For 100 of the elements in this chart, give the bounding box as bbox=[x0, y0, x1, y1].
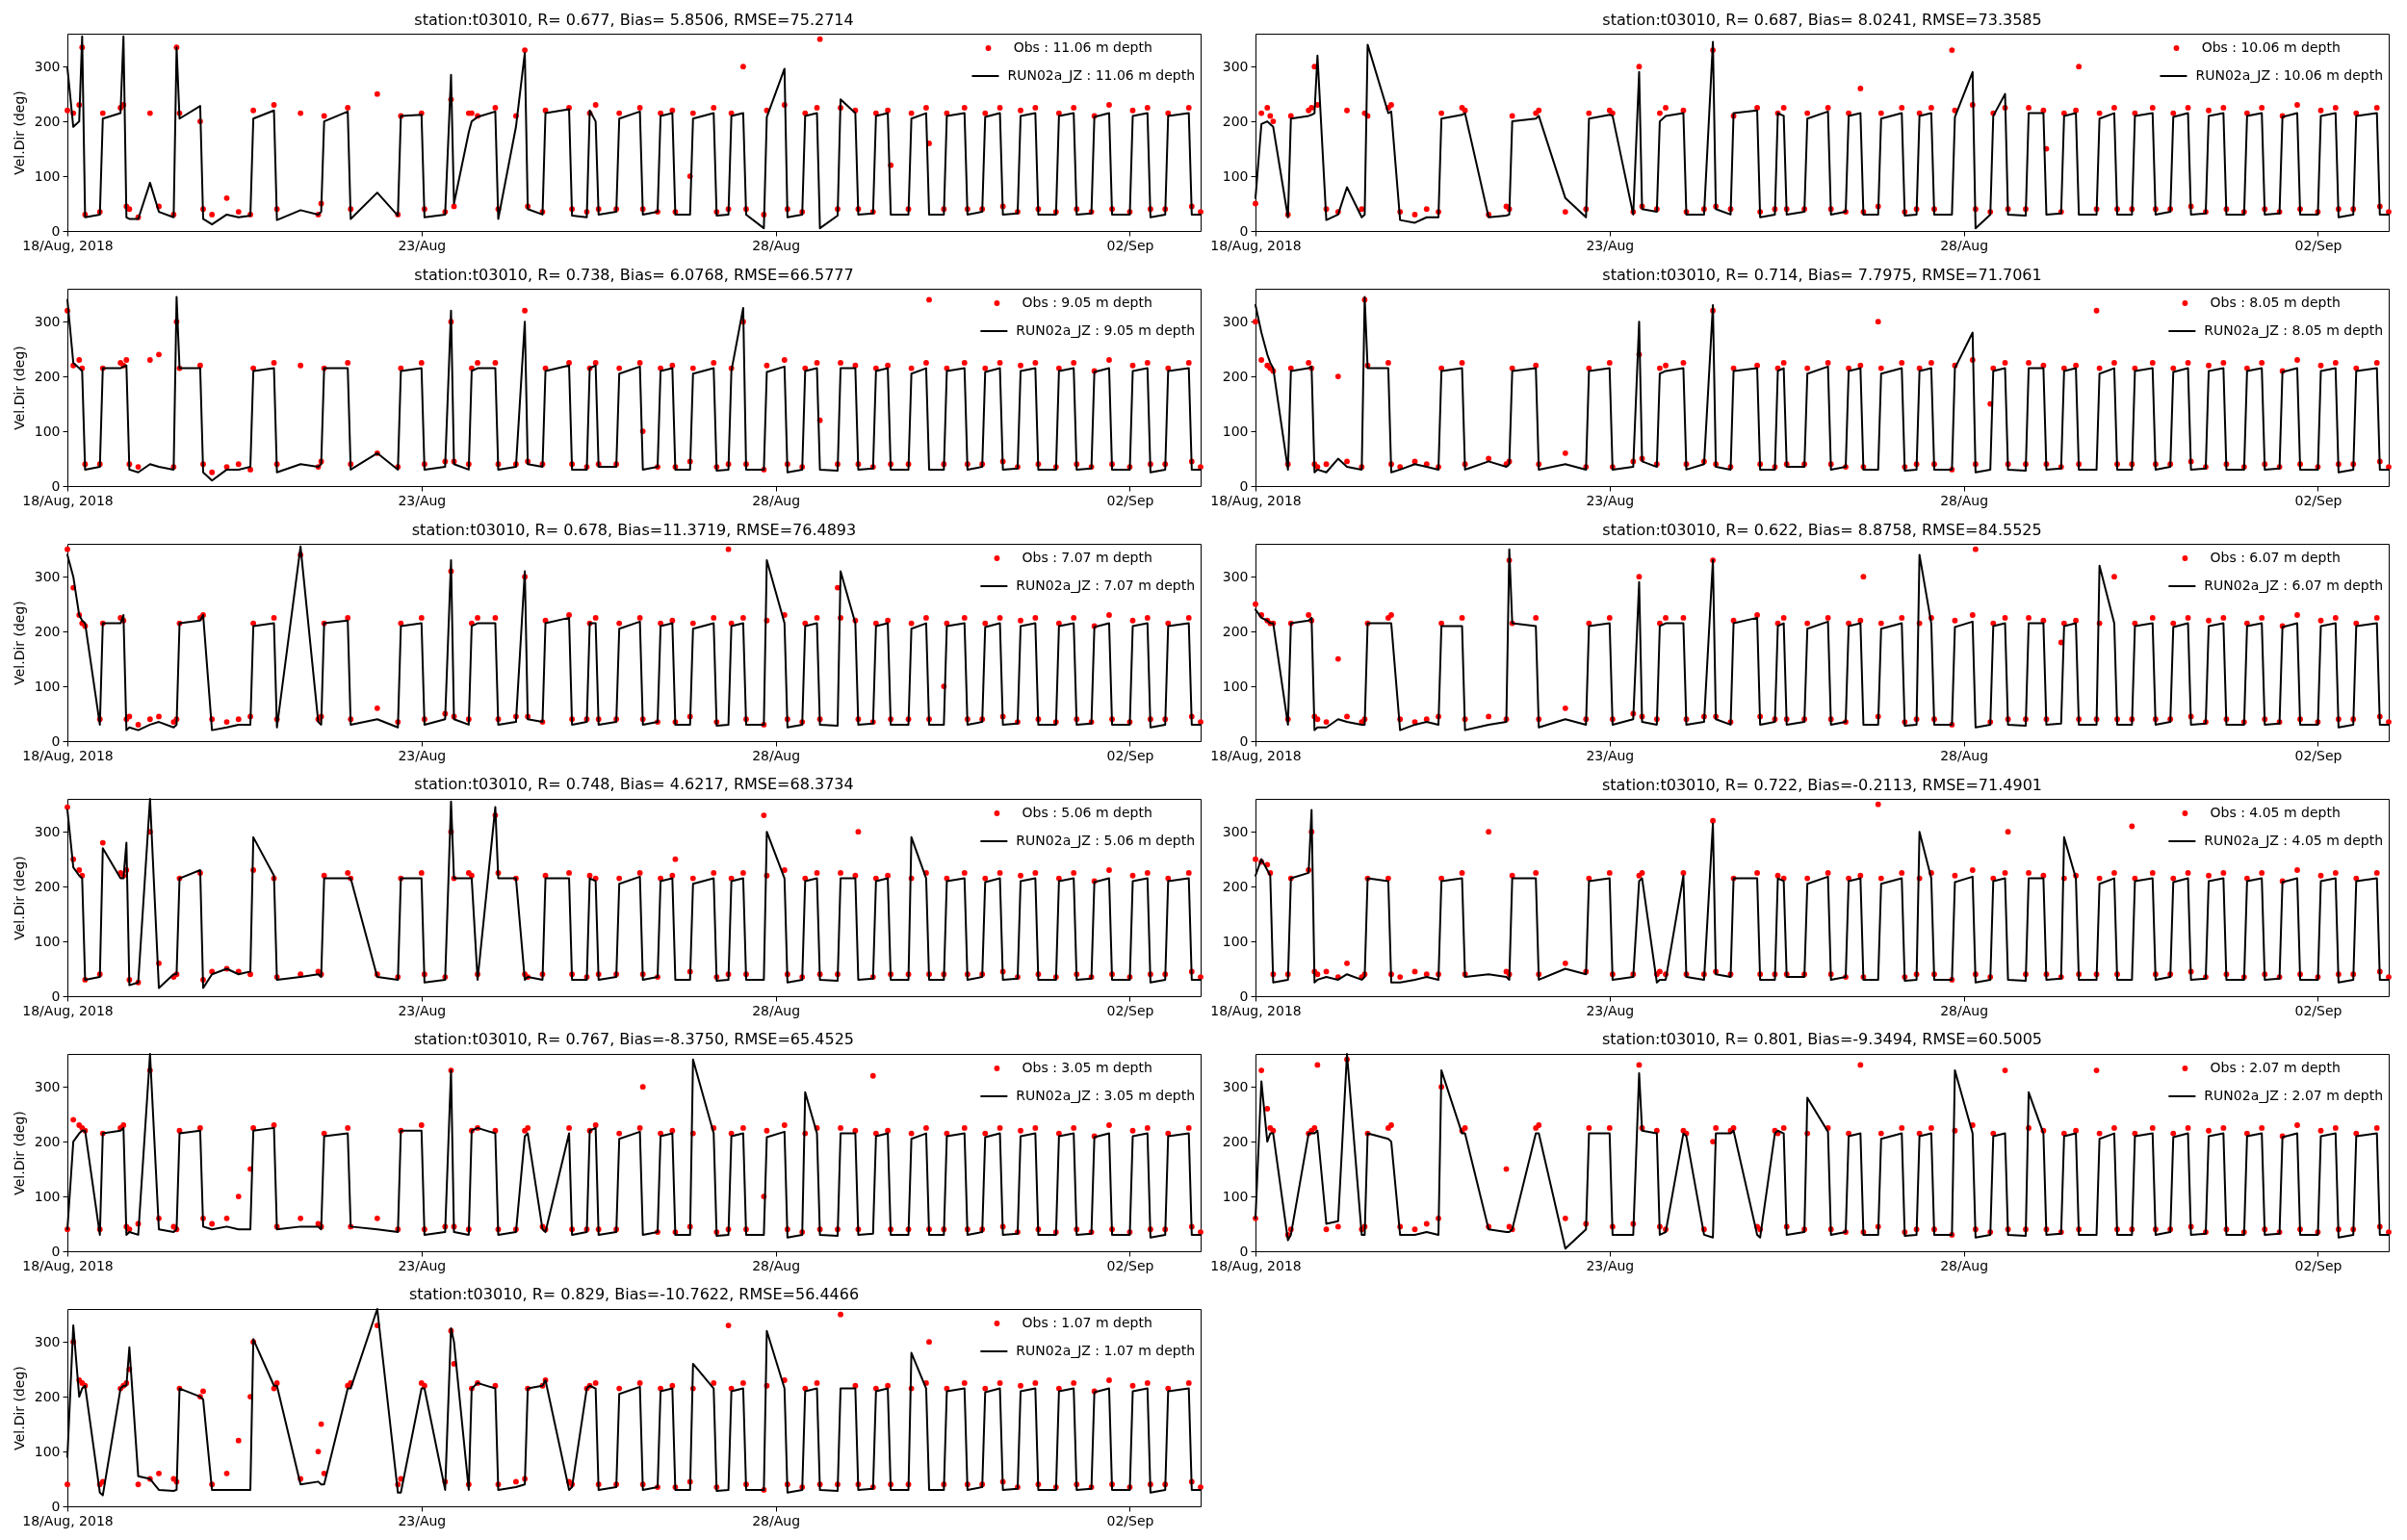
chart-title: station:t03010, R= 0.748, Bias= 4.6217, RMSE=68.3734 bbox=[414, 775, 854, 793]
y-tick-label: 300 bbox=[1222, 58, 1249, 74]
y-tick-label: 0 bbox=[1239, 1243, 1249, 1259]
legend-label: RUN02a_JZ : 3.05 m depth bbox=[1016, 1088, 1195, 1103]
y-tick-label: 100 bbox=[34, 678, 61, 694]
x-tick-label: 18/Aug, 2018 bbox=[22, 1257, 114, 1273]
legend-label: RUN02a_JZ : 7.07 m depth bbox=[1016, 578, 1195, 593]
legend-label: Obs : 8.05 m depth bbox=[2210, 295, 2341, 310]
x-tick-label: 02/Sep bbox=[1106, 747, 1154, 763]
y-tick-label: 300 bbox=[1222, 568, 1249, 584]
y-tick-label: 100 bbox=[1222, 678, 1249, 694]
x-tick-label: 23/Aug bbox=[1586, 1002, 1635, 1018]
y-tick-label: 100 bbox=[34, 1443, 61, 1459]
chart-title: station:t03010, R= 0.677, Bias= 5.8506, RMSE=75.2714 bbox=[414, 11, 854, 29]
y-tick-label: 0 bbox=[1239, 988, 1249, 1004]
y-tick-label: 0 bbox=[51, 732, 61, 749]
y-tick-label: 200 bbox=[1222, 368, 1249, 384]
y-axis-title: Vel.Dir (deg) bbox=[11, 601, 27, 685]
y-tick-label: 300 bbox=[34, 823, 61, 839]
legend-label: Obs : 6.07 m depth bbox=[2210, 550, 2341, 565]
y-tick-label: 300 bbox=[34, 58, 61, 74]
legend-label: RUN02a_JZ : 5.06 m depth bbox=[1016, 833, 1195, 848]
legend-label: RUN02a_JZ : 8.05 m depth bbox=[2204, 322, 2383, 338]
y-tick-label: 200 bbox=[1222, 1133, 1249, 1149]
x-tick-label: 28/Aug bbox=[752, 747, 801, 763]
y-tick-label: 200 bbox=[1222, 113, 1249, 129]
x-tick-label: 18/Aug, 2018 bbox=[22, 237, 114, 253]
y-tick-label: 200 bbox=[34, 623, 61, 639]
chart-title: station:t03010, R= 0.801, Bias=-9.3494, RMSE=60.5005 bbox=[1601, 1030, 2043, 1048]
x-tick-label: 18/Aug, 2018 bbox=[1210, 1002, 1302, 1018]
x-tick-label: 02/Sep bbox=[1106, 1512, 1154, 1528]
y-tick-label: 200 bbox=[34, 878, 61, 894]
x-tick-label: 23/Aug bbox=[398, 747, 447, 763]
chart-title: station:t03010, R= 0.622, Bias= 8.8758, RMSE=84.5525 bbox=[1602, 521, 2042, 539]
x-tick-label: 02/Sep bbox=[1106, 237, 1154, 253]
x-tick-label: 02/Sep bbox=[2294, 237, 2342, 253]
x-tick-label: 18/Aug, 2018 bbox=[22, 747, 114, 763]
x-tick-label: 28/Aug bbox=[1940, 1257, 1989, 1273]
y-tick-label: 300 bbox=[34, 568, 61, 584]
y-tick-label: 100 bbox=[1222, 1188, 1249, 1204]
chart-title: station:t03010, R= 0.722, Bias=-0.2113, RMSE=71.4901 bbox=[1601, 776, 2043, 794]
legend-label: Obs : 3.05 m depth bbox=[1022, 1060, 1152, 1075]
x-tick-label: 18/Aug, 2018 bbox=[1210, 492, 1302, 508]
legend-label: RUN02a_JZ : 6.07 m depth bbox=[2204, 578, 2383, 593]
legend-label: Obs : 4.05 m depth bbox=[2210, 805, 2341, 820]
chart-title: station:t03010, R= 0.829, Bias=-10.7622, RMSE=56.4466 bbox=[408, 1285, 860, 1303]
x-tick-label: 23/Aug bbox=[1586, 492, 1635, 508]
x-tick-label: 28/Aug bbox=[1940, 237, 1989, 253]
y-tick-label: 0 bbox=[51, 477, 61, 494]
y-tick-label: 0 bbox=[51, 1243, 61, 1259]
chart-title: station:t03010, R= 0.678, Bias=11.3719, RMSE=76.4893 bbox=[411, 521, 857, 539]
x-tick-label: 23/Aug bbox=[1586, 747, 1635, 763]
x-tick-label: 28/Aug bbox=[752, 1257, 801, 1273]
y-tick-label: 300 bbox=[1222, 1078, 1249, 1094]
x-tick-label: 02/Sep bbox=[2294, 1257, 2342, 1273]
y-tick-label: 0 bbox=[51, 222, 61, 239]
x-tick-label: 18/Aug, 2018 bbox=[22, 1002, 114, 1018]
y-axis-title: Vel.Dir (deg) bbox=[11, 856, 27, 940]
y-tick-label: 300 bbox=[34, 1078, 61, 1094]
legend-label: Obs : 9.05 m depth bbox=[1022, 295, 1152, 310]
x-tick-label: 28/Aug bbox=[752, 492, 801, 508]
y-tick-label: 200 bbox=[34, 113, 61, 129]
y-tick-label: 300 bbox=[34, 313, 61, 329]
y-tick-label: 200 bbox=[1222, 878, 1249, 894]
x-tick-label: 02/Sep bbox=[2294, 492, 2342, 508]
y-tick-label: 0 bbox=[1239, 477, 1249, 494]
legend-label: RUN02a_JZ : 1.07 m depth bbox=[1016, 1343, 1195, 1358]
x-tick-label: 02/Sep bbox=[2294, 747, 2342, 763]
y-tick-label: 100 bbox=[1222, 423, 1249, 439]
legend-label: Obs : 7.07 m depth bbox=[1022, 550, 1152, 565]
y-tick-label: 100 bbox=[34, 933, 61, 949]
x-tick-label: 28/Aug bbox=[752, 237, 801, 253]
legend-label: RUN02a_JZ : 4.05 m depth bbox=[2204, 833, 2383, 848]
y-tick-label: 200 bbox=[34, 1133, 61, 1149]
chart-title: station:t03010, R= 0.767, Bias=-8.3750, RMSE=65.4525 bbox=[413, 1030, 855, 1048]
x-tick-label: 18/Aug, 2018 bbox=[1210, 237, 1302, 253]
y-tick-label: 100 bbox=[1222, 167, 1249, 184]
y-axis-title: Vel.Dir (deg) bbox=[11, 1111, 27, 1195]
y-tick-label: 100 bbox=[1222, 933, 1249, 949]
x-tick-label: 18/Aug, 2018 bbox=[1210, 1257, 1302, 1273]
y-tick-label: 0 bbox=[51, 988, 61, 1004]
x-tick-label: 02/Sep bbox=[1106, 1257, 1154, 1273]
x-tick-label: 28/Aug bbox=[752, 1002, 801, 1018]
x-tick-label: 23/Aug bbox=[398, 492, 447, 508]
legend-label: RUN02a_JZ : 11.06 m depth bbox=[1007, 67, 1195, 83]
x-tick-label: 23/Aug bbox=[1586, 1257, 1635, 1273]
legend-label: Obs : 2.07 m depth bbox=[2210, 1060, 2341, 1075]
y-axis-title: Vel.Dir (deg) bbox=[11, 346, 27, 430]
y-tick-label: 0 bbox=[1239, 732, 1249, 749]
x-tick-label: 23/Aug bbox=[1586, 237, 1635, 253]
legend-label: Obs : 5.06 m depth bbox=[1022, 805, 1152, 820]
legend-label: Obs : 10.06 m depth bbox=[2201, 39, 2341, 55]
y-tick-label: 100 bbox=[34, 423, 61, 439]
y-tick-label: 0 bbox=[51, 1498, 61, 1514]
x-tick-label: 02/Sep bbox=[2294, 1002, 2342, 1018]
x-tick-label: 23/Aug bbox=[398, 1257, 447, 1273]
y-axis-title: Vel.Dir (deg) bbox=[11, 90, 27, 175]
y-tick-label: 300 bbox=[34, 1333, 61, 1349]
x-tick-label: 02/Sep bbox=[1106, 492, 1154, 508]
y-tick-label: 100 bbox=[34, 1188, 61, 1204]
